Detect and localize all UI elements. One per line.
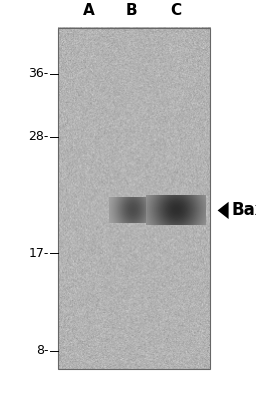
- Text: B: B: [126, 3, 138, 18]
- Polygon shape: [218, 202, 229, 219]
- Text: 8-: 8-: [36, 344, 49, 357]
- Text: 36-: 36-: [28, 67, 49, 80]
- Bar: [58, 28, 210, 369]
- Text: 17-: 17-: [28, 247, 49, 260]
- Text: C: C: [170, 3, 181, 18]
- Text: Bax: Bax: [231, 202, 256, 219]
- Text: 28-: 28-: [28, 130, 49, 143]
- Text: A: A: [82, 3, 94, 18]
